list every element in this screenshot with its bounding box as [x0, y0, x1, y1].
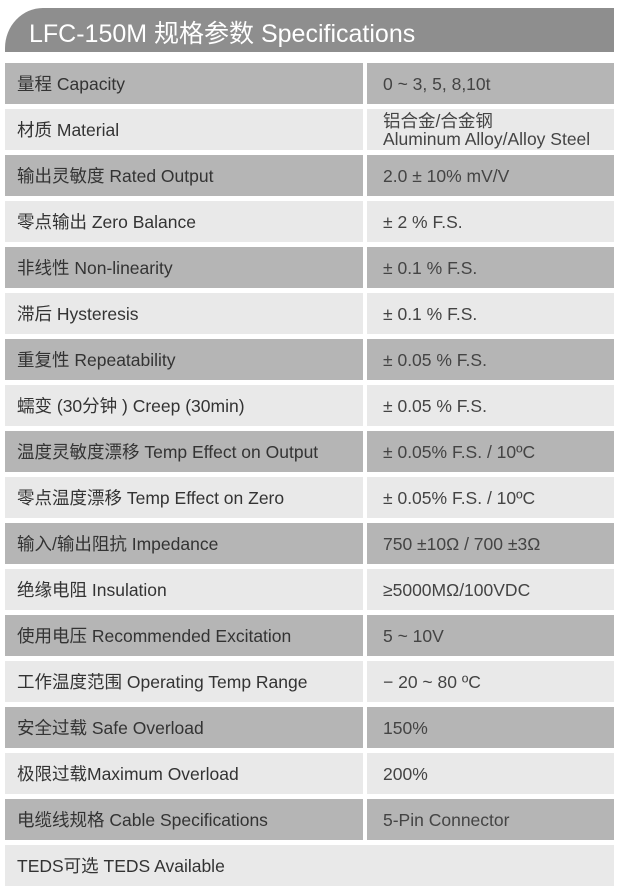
spec-value: ± 0.05% F.S. / 10ºC	[367, 431, 614, 472]
spec-row: 极限过载Maximum Overload 200%	[5, 753, 614, 794]
spec-value-text: ± 0.05% F.S. / 10ºC	[383, 441, 536, 462]
spec-value-text: ± 0.05 % F.S.	[383, 349, 487, 370]
spec-label: 工作温度范围 Operating Temp Range	[5, 661, 363, 702]
spec-label: 零点输出 Zero Balance	[5, 201, 363, 242]
spec-label: 输出灵敏度 Rated Output	[5, 155, 363, 196]
spec-label: 量程 Capacity	[5, 63, 363, 104]
spec-value-text: 150%	[383, 717, 428, 738]
spec-row: 绝缘电阻 Insulation ≥5000MΩ/100VDC	[5, 569, 614, 610]
spec-value-text: − 20 ~ 80 ºC	[383, 671, 481, 692]
spec-row: 重复性 Repeatability ± 0.05 % F.S.	[5, 339, 614, 380]
spec-value: 5-Pin Connector	[367, 799, 614, 840]
spec-row: 电缆线规格 Cable Specifications 5-Pin Connecto…	[5, 799, 614, 840]
spec-value: 0 ~ 3, 5, 8,10t	[367, 63, 614, 104]
spec-label: 使用电压 Recommended Excitation	[5, 615, 363, 656]
spec-row: 非线性 Non-linearity ± 0.1 % F.S.	[5, 247, 614, 288]
spec-header: LFC-150M 规格参数 Specifications	[5, 8, 614, 52]
spec-row: 输入/输出阻抗 Impedance 750 ±10Ω / 700 ±3Ω	[5, 523, 614, 564]
spec-value-text: ± 0.1 % F.S.	[383, 303, 478, 324]
spec-row: 滞后 Hysteresis ± 0.1 % F.S.	[5, 293, 614, 334]
spec-value: ± 0.05 % F.S.	[367, 385, 614, 426]
spec-label: 电缆线规格 Cable Specifications	[5, 799, 363, 840]
spec-value: ± 0.1 % F.S.	[367, 293, 614, 334]
spec-value: ± 0.05 % F.S.	[367, 339, 614, 380]
spec-row: 材质 Material 铝合金/合金钢 Aluminum Alloy/Alloy S…	[5, 109, 614, 150]
spec-row: 安全过载 Safe Overload 150%	[5, 707, 614, 748]
spec-row: 蠕变 (30分钟 ) Creep (30min) ± 0.05 % F.S.	[5, 385, 614, 426]
spec-row: 量程 Capacity 0 ~ 3, 5, 8,10t	[5, 63, 614, 104]
spec-label: 材质 Material	[5, 109, 363, 150]
spec-label: 极限过载Maximum Overload	[5, 753, 363, 794]
spec-label: 非线性 Non-linearity	[5, 247, 363, 288]
spec-value: 750 ±10Ω / 700 ±3Ω	[367, 523, 614, 564]
spec-label: 重复性 Repeatability	[5, 339, 363, 380]
spec-row: TEDS可选 TEDS Available	[5, 845, 614, 886]
spec-value-text: 200%	[383, 763, 428, 784]
spec-value-text: 5 ~ 10V	[383, 625, 444, 646]
spec-value-text: 铝合金/合金钢	[383, 110, 493, 131]
spec-value-text: ≥5000MΩ/100VDC	[383, 579, 531, 600]
spec-row: 输出灵敏度 Rated Output 2.0 ± 10% mV/V	[5, 155, 614, 196]
spec-value: 200%	[367, 753, 614, 794]
spec-label: 温度灵敏度漂移 Temp Effect on Output	[5, 431, 363, 472]
spec-label: 零点温度漂移 Temp Effect on Zero	[5, 477, 363, 518]
spec-value: − 20 ~ 80 ºC	[367, 661, 614, 702]
spec-value: ± 0.1 % F.S.	[367, 247, 614, 288]
spec-value-text: ± 0.1 % F.S.	[383, 257, 478, 278]
spec-value-text: ± 0.05 % F.S.	[383, 395, 487, 416]
spec-value-text: 750 ±10Ω / 700 ±3Ω	[383, 533, 541, 554]
spec-label: 滞后 Hysteresis	[5, 293, 363, 334]
spec-value: 150%	[367, 707, 614, 748]
spec-value-text: 2.0 ± 10% mV/V	[383, 165, 510, 186]
spec-row: 使用电压 Recommended Excitation 5 ~ 10V	[5, 615, 614, 656]
spec-value-text: ± 0.05% F.S. / 10ºC	[383, 487, 536, 508]
spec-row: 零点温度漂移 Temp Effect on Zero ± 0.05% F.S. /…	[5, 477, 614, 518]
spec-value: ± 2 % F.S.	[367, 201, 614, 242]
spec-value-text-secondary: Aluminum Alloy/Alloy Steel	[383, 128, 591, 149]
spec-table: 量程 Capacity 0 ~ 3, 5, 8,10t 材质 Material 铝合金…	[5, 63, 614, 891]
spec-row: 温度灵敏度漂移 Temp Effect on Output ± 0.05% F.S…	[5, 431, 614, 472]
spec-label: TEDS可选 TEDS Available	[5, 845, 614, 886]
spec-value-text: 0 ~ 3, 5, 8,10t	[383, 73, 491, 94]
page-title: LFC-150M 规格参数 Specifications	[29, 20, 416, 48]
spec-value-text: ± 2 % F.S.	[383, 211, 463, 232]
spec-value-text: 5-Pin Connector	[383, 809, 510, 830]
spec-label: 安全过载 Safe Overload	[5, 707, 363, 748]
spec-value: 铝合金/合金钢 Aluminum Alloy/Alloy Steel	[367, 109, 614, 150]
spec-value: 5 ~ 10V	[367, 615, 614, 656]
spec-row: 工作温度范围 Operating Temp Range − 20 ~ 80 ºC	[5, 661, 614, 702]
spec-value: ≥5000MΩ/100VDC	[367, 569, 614, 610]
spec-row: 零点输出 Zero Balance ± 2 % F.S.	[5, 201, 614, 242]
spec-value: 2.0 ± 10% mV/V	[367, 155, 614, 196]
spec-label: 蠕变 (30分钟 ) Creep (30min)	[5, 385, 363, 426]
spec-value: ± 0.05% F.S. / 10ºC	[367, 477, 614, 518]
spec-label: 输入/输出阻抗 Impedance	[5, 523, 363, 564]
spec-label: 绝缘电阻 Insulation	[5, 569, 363, 610]
